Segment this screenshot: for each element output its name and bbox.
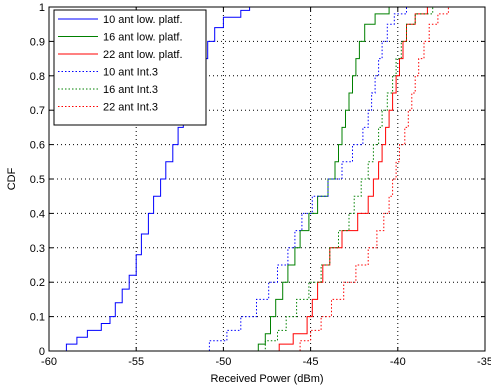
- legend-label-4: 10 ant Int.3: [103, 67, 158, 79]
- series-line-5: [246, 7, 434, 352]
- legend-box: [53, 9, 207, 126]
- legend-label-3: 22 ant low. platf.: [103, 49, 183, 61]
- y-tick-label: 0.1: [30, 312, 45, 324]
- x-tick-label: -45: [303, 356, 319, 368]
- y-tick-label: 0.9: [30, 36, 45, 48]
- y-tick-label: 1: [39, 2, 45, 14]
- series-line-4: [192, 7, 407, 352]
- y-tick-label: 0.6: [30, 140, 45, 152]
- y-tick-label: 0.7: [30, 105, 45, 117]
- series-layer: [61, 7, 449, 352]
- y-tick-label: 0: [39, 346, 45, 358]
- y-tick-label: 0.5: [30, 174, 45, 186]
- series-line-3: [267, 7, 428, 352]
- y-tick-label: 0.4: [30, 208, 45, 220]
- y-tick-label: 0.8: [30, 71, 45, 83]
- y-tick-label: 0.2: [30, 277, 45, 289]
- y-axis-label: CDF: [6, 167, 18, 190]
- x-tick-label: -50: [215, 356, 231, 368]
- ticks: -60 -55 -50 -45 -40 -35 0 0.1 0.2 0.3 0.4 0.5 0.6 0.7…: [30, 2, 491, 368]
- legend-label-1: 10 ant low. platf.: [103, 14, 183, 26]
- x-axis-label: Received Power (dBm): [210, 373, 323, 385]
- legend-label-6: 22 ant Int.3: [103, 102, 158, 114]
- legend: 10 ant low. platf. 16 ant low. platf. 22 a…: [53, 9, 207, 126]
- x-tick-label: -40: [390, 356, 406, 368]
- series-line-1: [61, 7, 251, 352]
- x-tick-label: -35: [477, 356, 491, 368]
- legend-label-2: 16 ant low. platf.: [103, 32, 183, 44]
- x-tick-label: -60: [41, 356, 57, 368]
- x-tick-label: -55: [128, 356, 144, 368]
- y-tick-label: 0.3: [30, 243, 45, 255]
- series-line-6: [289, 7, 449, 352]
- legend-label-5: 16 ant Int.3: [103, 84, 158, 96]
